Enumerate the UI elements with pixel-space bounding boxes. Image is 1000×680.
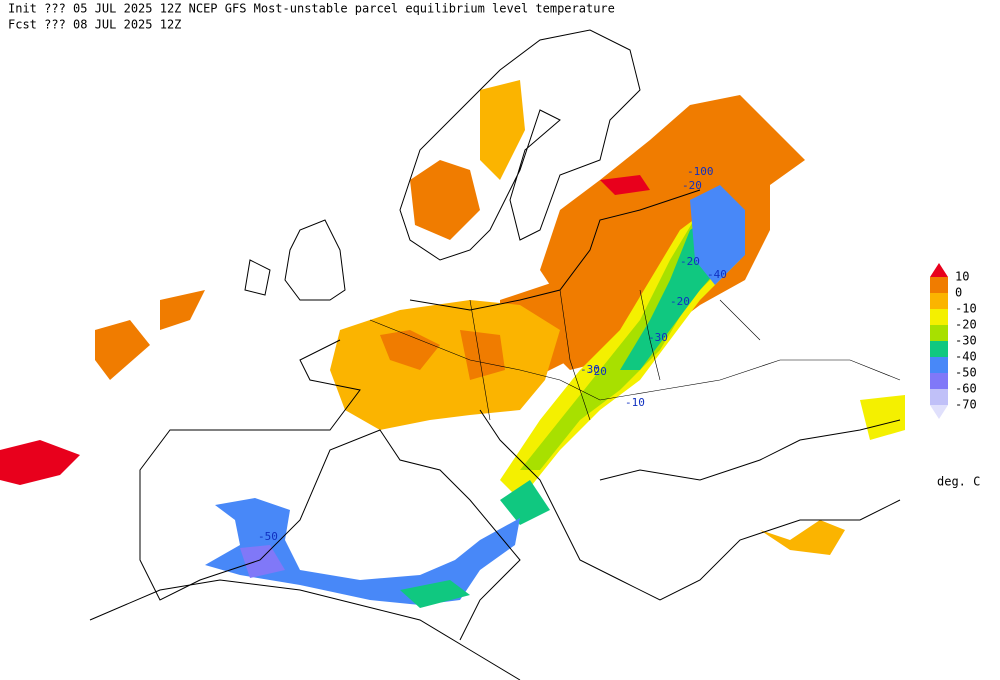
- coastlines: [89, 29, 901, 680]
- contour-label: -20: [680, 255, 700, 268]
- contour-label: -20: [682, 179, 702, 192]
- legend-swatch: [930, 357, 948, 373]
- contour-labels: -100-20-20-30-40-20-30-20-10-50: [258, 165, 727, 543]
- field: [0, 80, 905, 608]
- legend-unit: deg. C: [937, 475, 980, 489]
- contour-label: -20: [587, 365, 607, 378]
- legend-label: -70: [955, 398, 977, 412]
- contour-label: -30: [580, 363, 600, 376]
- legend-swatch: [930, 277, 948, 293]
- legend-swatch: [930, 373, 948, 389]
- legend-arrow: [930, 263, 948, 277]
- legend-swatch: [930, 293, 948, 309]
- legend-label: -50: [955, 366, 977, 380]
- contour-label: -30: [648, 331, 668, 344]
- header-line1: Init ??? 05 JUL 2025 12Z NCEP GFS Most-u…: [8, 2, 615, 16]
- contour-label: -10: [625, 396, 645, 409]
- contour-label: -20: [670, 295, 690, 308]
- legend-swatch: [930, 309, 948, 325]
- legend-label: -10: [955, 302, 977, 316]
- legend-label: -60: [955, 382, 977, 396]
- borders: [369, 289, 901, 421]
- legend: 10 0 -10 -20 -30 -40 -50 -60 -70: [930, 263, 977, 419]
- legend-swatch: [930, 341, 948, 357]
- legend-label: -40: [955, 350, 977, 364]
- contour-label: -100: [687, 165, 714, 178]
- legend-swatch: [930, 389, 948, 405]
- legend-label: -30: [955, 334, 977, 348]
- legend-label: 10: [955, 270, 969, 284]
- contour-label: -40: [707, 268, 727, 281]
- header-line2: Fcst ??? 08 JUL 2025 12Z: [8, 18, 181, 32]
- legend-label: -20: [955, 318, 977, 332]
- legend-arrow: [930, 405, 948, 419]
- legend-swatch: [930, 325, 948, 341]
- contour-label: -50: [258, 530, 278, 543]
- legend-label: 0: [955, 286, 962, 300]
